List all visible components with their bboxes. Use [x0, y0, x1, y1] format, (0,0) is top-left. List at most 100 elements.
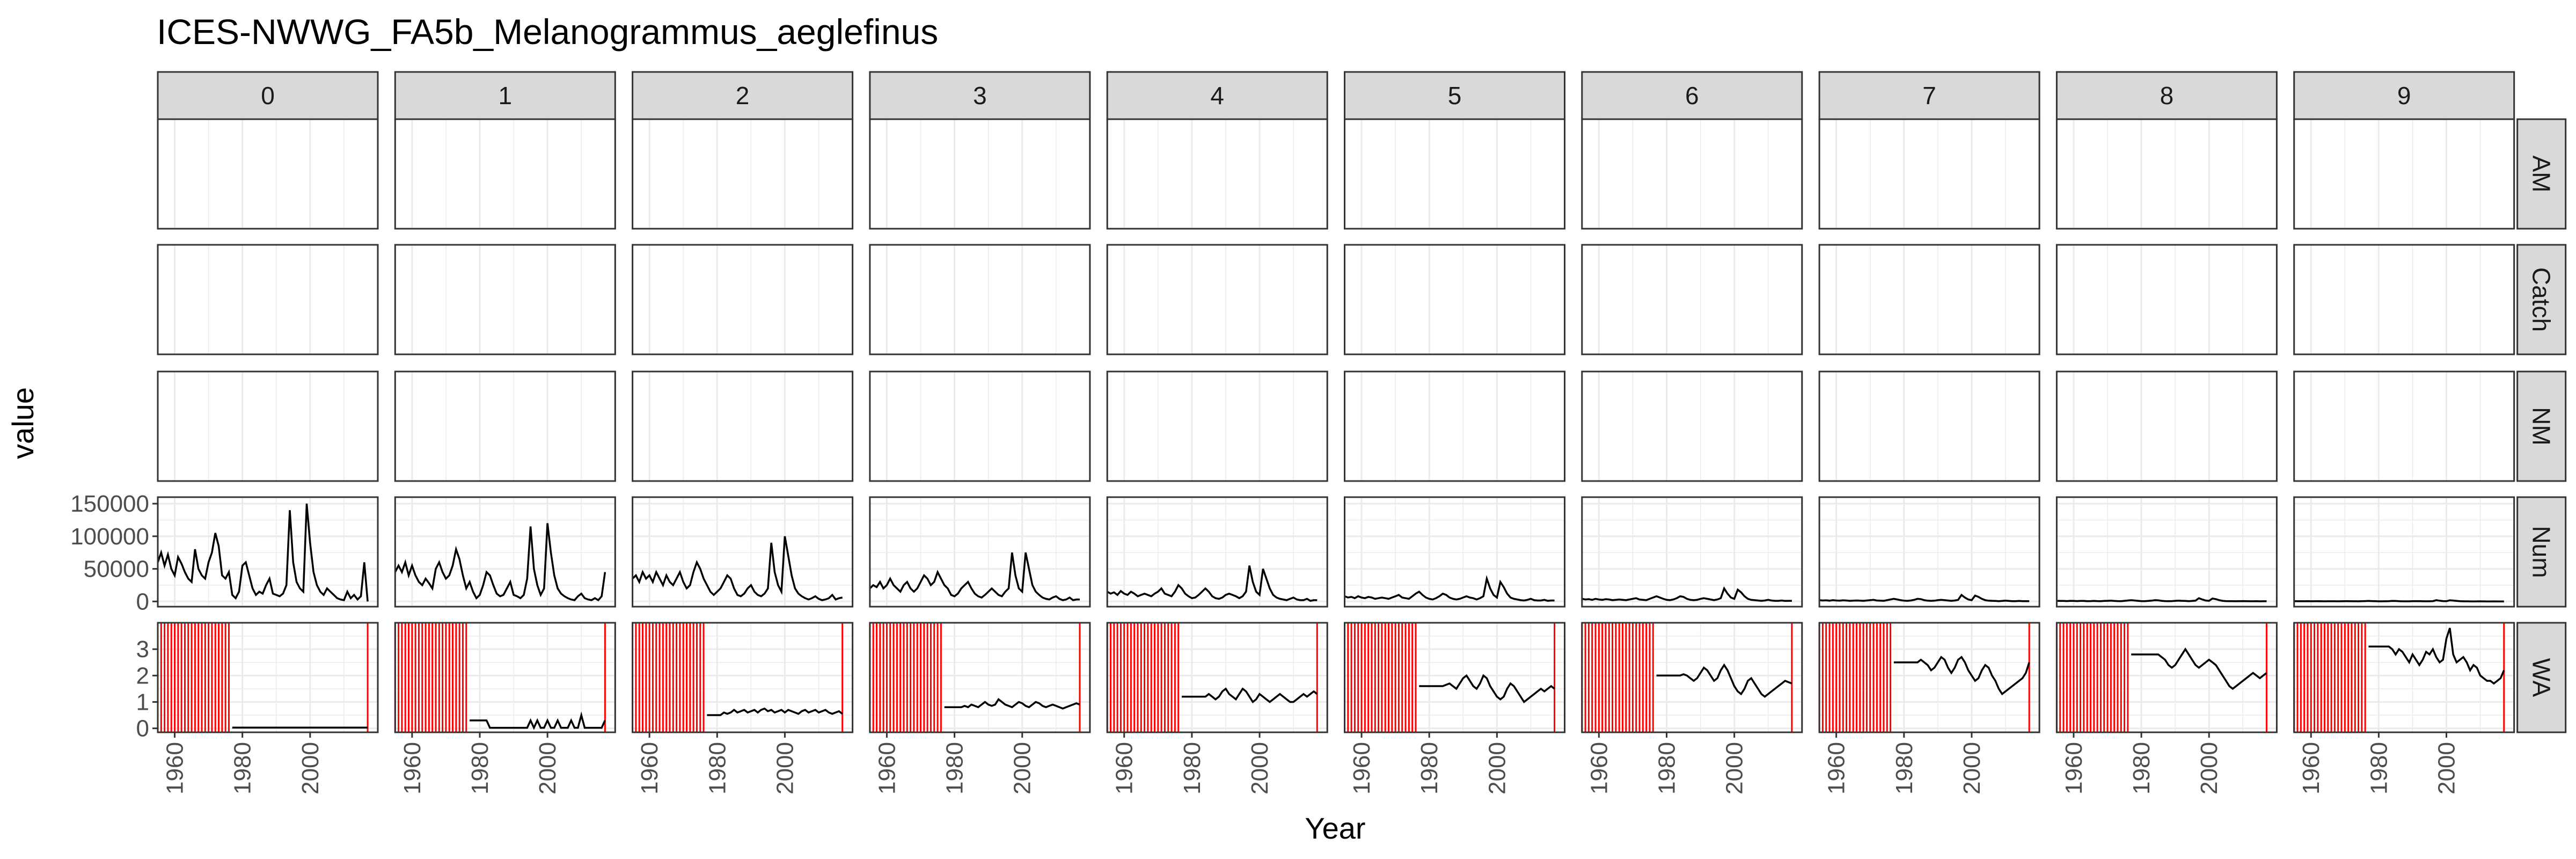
row-strip-label: WA: [2528, 658, 2556, 697]
panel-border: [2055, 622, 2278, 733]
x-tick-label: 1960: [1824, 742, 1850, 795]
panel-border: [2055, 496, 2278, 608]
panel-background: [1819, 623, 2040, 732]
panel-background: [2057, 245, 2277, 354]
panel-border: [394, 622, 616, 733]
column-strip-label: 4: [1210, 82, 1224, 110]
x-axis-title: Year: [1305, 811, 1365, 845]
y-tick-label: 50000: [84, 556, 149, 583]
panel-border: [1818, 496, 2040, 608]
panel-background: [2294, 119, 2514, 229]
panel-border: [869, 370, 1091, 482]
panel-border: [2055, 370, 2278, 482]
panel-background: [632, 497, 853, 607]
row-strip-label: NM: [2528, 407, 2556, 446]
column-strip-label: 1: [499, 82, 513, 110]
panel-background: [2294, 372, 2514, 481]
panel-border: [1818, 370, 2040, 482]
panel-border: [2293, 370, 2515, 482]
panel-border: [1106, 622, 1328, 733]
x-tick-label: 1960: [636, 742, 663, 795]
panel-border: [1818, 118, 2040, 230]
panel-border: [2293, 118, 2515, 230]
x-tick-label: 1960: [874, 742, 900, 795]
series-line-num: [1107, 565, 1318, 602]
y-tick-label: 100000: [70, 523, 149, 550]
panel-background: [158, 245, 378, 354]
x-tick-label: 1980: [704, 742, 730, 795]
panel-border: [869, 118, 1091, 230]
x-tick-label: 1980: [1891, 742, 1918, 795]
panel-background: [1344, 372, 1565, 481]
panel-background: [632, 372, 853, 481]
panel-border: [1581, 622, 1803, 733]
panel-background: [1344, 119, 1565, 229]
series-line-wa: [2131, 647, 2267, 690]
panel-border: [1344, 496, 1565, 608]
panel-background: [869, 119, 1090, 229]
panel-background: [632, 119, 853, 229]
x-tick-label: 2000: [1722, 742, 1748, 795]
panel-background: [395, 119, 616, 229]
x-tick-label: 1980: [1653, 742, 1680, 795]
panel-border: [1818, 244, 2040, 355]
x-tick-label: 1960: [1586, 742, 1612, 795]
column-strip-label: 6: [1685, 82, 1699, 110]
column-strip: [394, 71, 616, 120]
panel-background: [1107, 119, 1328, 229]
panel-border: [869, 496, 1091, 608]
panel-border: [2055, 118, 2278, 230]
panel-border: [1344, 244, 1565, 355]
panel-border: [2293, 244, 2515, 355]
row-strip: [2516, 118, 2567, 230]
series-line-wa: [1419, 674, 1555, 704]
column-strip: [157, 71, 379, 120]
x-tick-label: 1980: [2366, 742, 2392, 795]
panel-background: [869, 372, 1090, 481]
column-strip: [1818, 71, 2040, 120]
x-tick-label: 1980: [942, 742, 968, 795]
x-tick-label: 1960: [399, 742, 426, 795]
panel-background: [1107, 245, 1328, 354]
panel-background: [1819, 372, 2040, 481]
panel-background: [1819, 245, 2040, 354]
panel-border: [2293, 496, 2515, 608]
x-tick-label: 2000: [535, 742, 561, 795]
panel-border: [2055, 244, 2278, 355]
panel-background: [1582, 119, 1802, 229]
series-line-num: [2294, 599, 2504, 602]
column-strip: [1581, 71, 1803, 120]
x-tick-label: 2000: [1009, 742, 1036, 795]
panel-background: [1582, 372, 1802, 481]
panel-background: [1344, 623, 1565, 732]
panel-border: [632, 622, 854, 733]
x-tick-label: 2000: [297, 742, 324, 795]
row-strip: [2516, 622, 2567, 733]
panel-background: [632, 245, 853, 354]
series-line-num: [157, 503, 369, 602]
panel-border: [632, 370, 854, 482]
panel-border: [1106, 370, 1328, 482]
panel-border: [632, 496, 854, 608]
x-tick-label: 2000: [2196, 742, 2222, 795]
panel-border: [157, 118, 379, 230]
series-line-wa: [1656, 663, 1792, 698]
panel-background: [158, 497, 378, 607]
panel-background: [632, 623, 853, 732]
panel-background: [1107, 497, 1328, 607]
panel-background: [2057, 372, 2277, 481]
panel-border: [1344, 370, 1565, 482]
panel-border: [869, 622, 1091, 733]
x-tick-label: 2000: [772, 742, 798, 795]
column-strip-label: 9: [2397, 82, 2411, 110]
panel-border: [1344, 622, 1565, 733]
panel-border: [1106, 244, 1328, 355]
series-line-num: [1582, 586, 1792, 602]
x-tick-label: 1980: [467, 742, 493, 795]
series-line-num: [869, 552, 1080, 601]
panel-background: [869, 245, 1090, 354]
y-tick-label: 2: [136, 663, 149, 689]
x-tick-label: 1960: [162, 742, 188, 795]
panel-background: [2294, 245, 2514, 354]
panel-background: [1819, 497, 2040, 607]
